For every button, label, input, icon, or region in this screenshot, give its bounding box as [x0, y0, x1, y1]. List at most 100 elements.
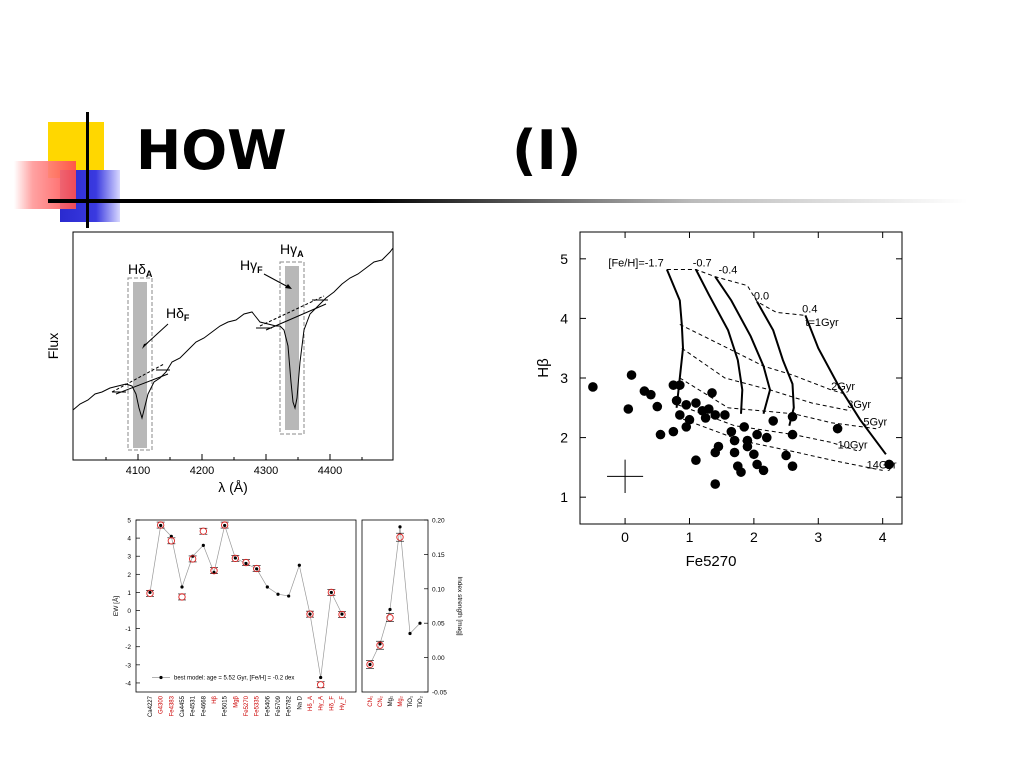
observed-point [253, 564, 261, 573]
spectrum-xtick-label: 4300 [254, 465, 278, 477]
index-label: Hβ [212, 695, 218, 703]
age-label: 10Gyr [838, 439, 868, 451]
index-label: Fe5015 [223, 695, 229, 716]
y-tick-label: 1 [127, 590, 131, 597]
observed-point [306, 610, 314, 618]
y-tick-label: 3 [127, 554, 131, 561]
index-label: Fe5406 [265, 695, 271, 716]
model-point [233, 556, 237, 560]
data-point [675, 380, 685, 390]
hdelta-f-band [133, 282, 147, 448]
data-point [787, 411, 798, 422]
observed-point [157, 521, 165, 529]
data-point [720, 410, 730, 420]
data-point [710, 447, 721, 458]
age-isochrone [679, 323, 848, 396]
data-point [681, 422, 692, 432]
data-point [623, 404, 634, 414]
model-point [329, 590, 333, 595]
model-line [369, 526, 421, 665]
model-point [201, 543, 205, 547]
index-label: TiO₁ [408, 696, 414, 707]
data-point [655, 429, 666, 440]
hgamma-f-band [285, 266, 299, 430]
spectrum-xlabel: λ (Å) [218, 479, 248, 495]
model-point [368, 662, 372, 667]
observed-point [231, 554, 239, 563]
data-point [652, 401, 663, 412]
age-label: 3Gyr [847, 399, 871, 411]
index-label: Fe4668 [201, 695, 207, 716]
y2-tick-label: 0.05 [432, 621, 445, 628]
observed-point [317, 681, 325, 689]
observed-point [210, 567, 218, 575]
data-point [736, 467, 746, 477]
spectrum-frame [72, 231, 394, 461]
data-point [729, 435, 740, 446]
y-axis-label: Hβ [535, 358, 552, 378]
data-point [761, 432, 772, 443]
index-label: Hδ_F [329, 696, 335, 711]
y2-tick-label: 0.15 [432, 552, 445, 559]
index-label: Hγ_A [319, 696, 325, 711]
model-point [276, 592, 280, 596]
data-point [787, 461, 798, 471]
data-point [726, 426, 737, 437]
observed-point [146, 589, 154, 597]
index-label: Fe5335 [255, 695, 261, 716]
age-label: t=1Gyr [805, 317, 839, 329]
observed-point [386, 614, 394, 622]
y-tick-label: 1 [560, 489, 568, 505]
x-tick-label: 3 [814, 529, 822, 545]
y-tick-label: 5 [560, 251, 568, 267]
y2-tick-label: 0.20 [432, 518, 445, 525]
observed-point [376, 641, 384, 649]
y2-tick-label: 0.10 [432, 586, 445, 593]
index-label: Fe4383 [169, 695, 175, 716]
model-point [287, 594, 291, 598]
model-point [148, 590, 152, 595]
index-label: G4300 [159, 695, 165, 714]
index-label: Fe5270 [244, 695, 250, 716]
hbeta-fe5270-chart: 0 1 2 3 4 1 2 3 4 5 Fe5270 Hβ [Fe/H]=-1.7 -0.7 -0.4 0.0… [535, 231, 903, 570]
data-point [832, 423, 843, 434]
data-point [684, 414, 695, 425]
y-tick-label: -1 [125, 626, 131, 633]
model-point [308, 612, 312, 616]
spectrum-figure: 4100 4200 4300 4400 λ (Å) Flux HδA HδF H… [45, 231, 394, 495]
y-tick-label: -2 [125, 644, 131, 651]
y2-tick-label: -0.05 [432, 690, 447, 697]
model-point [378, 642, 382, 646]
spectrum-xtick-label: 4100 [126, 465, 150, 477]
model-point [418, 621, 422, 625]
y-tick-label: -3 [125, 662, 131, 669]
legend-marker [159, 675, 163, 680]
data-point [681, 400, 692, 410]
legend-text: best model: age = 5.52 Gyr, [Fe/H] = -0.… [174, 676, 294, 682]
observed-point [327, 588, 335, 597]
index-fit-chart: 5 4 3 2 1 0 -1 -2 -3 -4 0.20 0.15 0.10 0.05 0.00 -0.05 E… [111, 518, 463, 718]
x-tick-label: 2 [750, 529, 758, 545]
hgamma-a-band [279, 261, 305, 435]
spectrum-curve [72, 247, 394, 420]
index-label: CN₁ [368, 696, 374, 707]
data-point [646, 389, 656, 400]
y-tick-label: 4 [560, 310, 568, 326]
observed-point [221, 521, 229, 529]
hgamma-continuum [265, 303, 327, 331]
y-tick-label: 0 [127, 608, 131, 615]
data-point [787, 429, 798, 440]
hdelta-f-arrow [143, 323, 169, 347]
observed-point [189, 555, 197, 563]
data-point [691, 455, 701, 466]
data-point [781, 450, 791, 461]
index-label: Mg₁ [388, 696, 394, 706]
model-line [149, 524, 343, 678]
age-label: 5Gyr [863, 417, 887, 429]
index-label: Hδ_A [308, 696, 314, 711]
model-point [408, 631, 412, 636]
x-axis-label: Fe5270 [686, 553, 737, 570]
y-tick-label: 5 [127, 518, 131, 525]
model-point [297, 563, 301, 567]
model-point [180, 585, 184, 589]
